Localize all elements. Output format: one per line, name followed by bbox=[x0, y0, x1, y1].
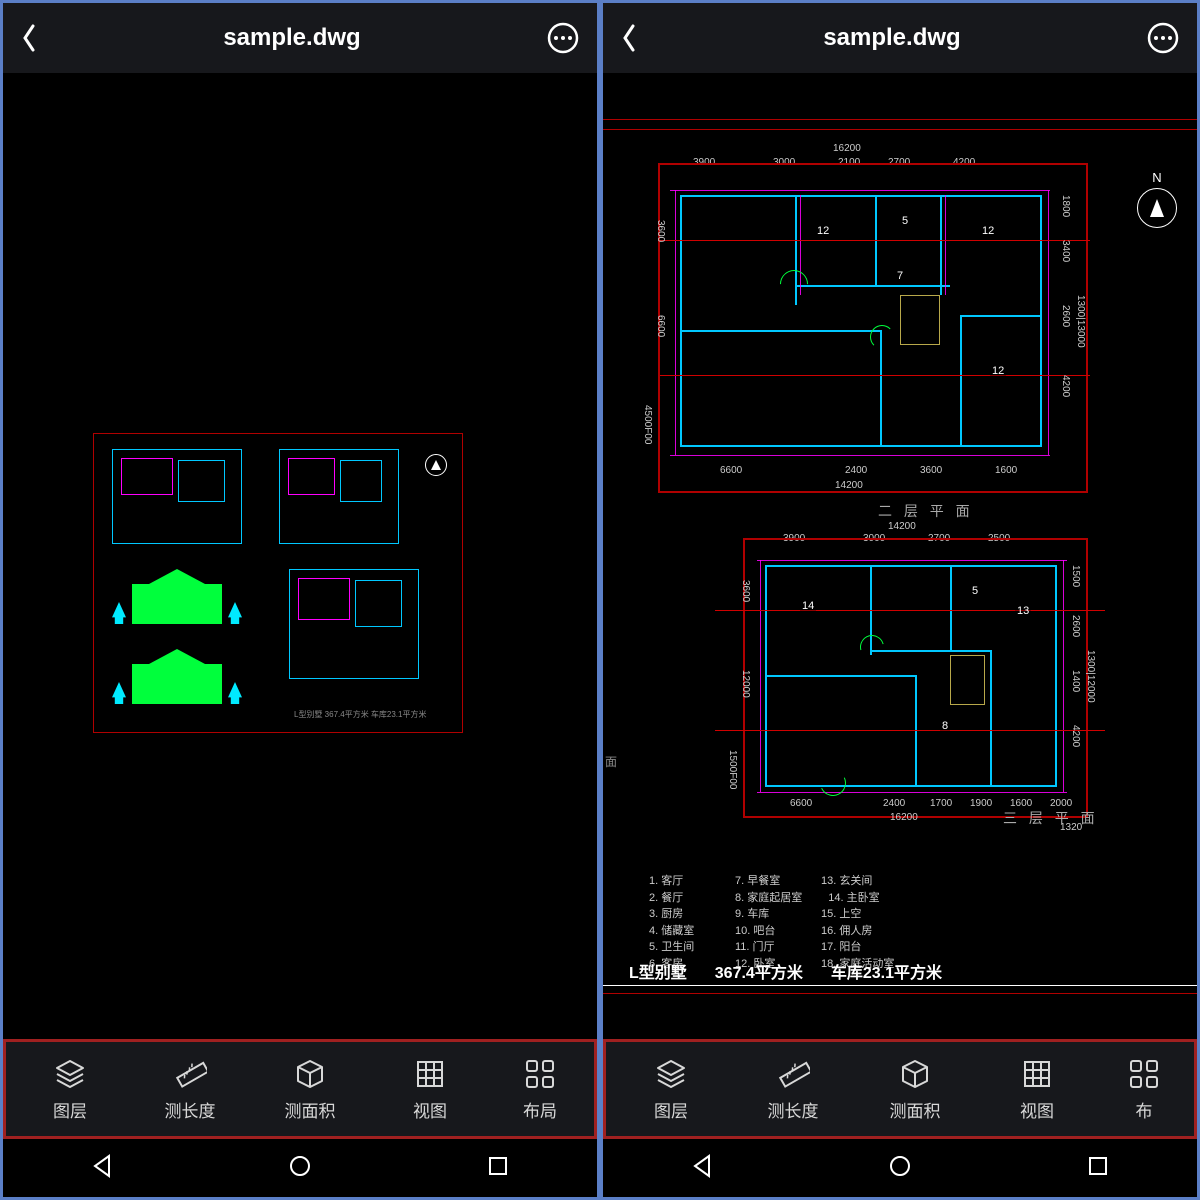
bottom-toolbar: 图层 测长度 测面积 视图 布 bbox=[603, 1039, 1197, 1139]
tool-view[interactable]: 视图 bbox=[1002, 1057, 1072, 1122]
compass: N bbox=[1137, 188, 1177, 228]
nav-back-icon[interactable] bbox=[689, 1153, 715, 1184]
ruler-icon bbox=[173, 1057, 207, 1091]
tool-layers[interactable]: 图层 bbox=[636, 1057, 706, 1122]
tool-measure-area[interactable]: 测面积 bbox=[275, 1057, 345, 1122]
ruler-icon bbox=[776, 1057, 810, 1091]
layout-icon bbox=[523, 1057, 557, 1091]
cube-icon bbox=[898, 1057, 932, 1091]
bottom-toolbar: 图层 测长度 测面积 视图 布局 bbox=[3, 1039, 597, 1139]
android-navbar bbox=[3, 1139, 597, 1197]
tool-view[interactable]: 视图 bbox=[395, 1057, 465, 1122]
tool-measure-length[interactable]: 测长度 bbox=[758, 1057, 828, 1122]
grid-icon bbox=[413, 1057, 447, 1091]
summary-line: L型别墅 367.4平方米 车库23.1平方米 bbox=[629, 959, 942, 983]
back-icon[interactable] bbox=[21, 24, 37, 52]
tool-measure-area[interactable]: 测面积 bbox=[880, 1057, 950, 1122]
back-icon[interactable] bbox=[621, 24, 637, 52]
plan-label-upper: 二 层 平 面 bbox=[878, 501, 974, 521]
nav-home-icon[interactable] bbox=[887, 1153, 913, 1184]
cad-canvas-right[interactable]: 面 N 16200 3900 3000 2100 2700 4200 bbox=[603, 73, 1197, 1039]
nav-back-icon[interactable] bbox=[89, 1153, 115, 1184]
layers-icon bbox=[654, 1057, 688, 1091]
nav-home-icon[interactable] bbox=[287, 1153, 313, 1184]
plan-label-lower: 三 层 平 面 bbox=[1003, 808, 1099, 828]
floor-plan-upper: 12 5 12 12 7 6600 2400 3600 1600 14200 3… bbox=[658, 163, 1088, 493]
edge-text: 面 bbox=[605, 753, 617, 770]
tool-layers[interactable]: 图层 bbox=[35, 1057, 105, 1122]
drawing-thumbnail: L型别墅 367.4平方米 车库23.1平方米 bbox=[93, 433, 463, 733]
cad-canvas-left[interactable]: L型别墅 367.4平方米 车库23.1平方米 bbox=[3, 73, 597, 1039]
more-icon[interactable] bbox=[547, 22, 579, 54]
tool-layout[interactable]: 布 bbox=[1124, 1057, 1164, 1122]
floor-plan-lower: 14 5 13 8 6600 2400 1700 1900 1600 2000 … bbox=[743, 538, 1088, 818]
cube-icon bbox=[293, 1057, 327, 1091]
right-panel: sample.dwg 面 N 16200 3900 3000 2100 2700… bbox=[600, 0, 1200, 1200]
nav-recent-icon[interactable] bbox=[485, 1153, 511, 1184]
page-title: sample.dwg bbox=[823, 24, 960, 52]
tool-layout[interactable]: 布局 bbox=[515, 1057, 565, 1122]
grid-icon bbox=[1020, 1057, 1054, 1091]
room-legend: 1. 客厅7. 早餐室13. 玄关间 2. 餐厅8. 家庭起居室14. 主卧室 … bbox=[649, 873, 894, 972]
page-title: sample.dwg bbox=[223, 24, 360, 52]
header: sample.dwg bbox=[603, 3, 1197, 73]
header: sample.dwg bbox=[3, 3, 597, 73]
tool-measure-length[interactable]: 测长度 bbox=[155, 1057, 225, 1122]
left-panel: sample.dwg L型别墅 367.4平方米 车库23.1平方米 图层 测长… bbox=[0, 0, 600, 1200]
layout-icon bbox=[1127, 1057, 1161, 1091]
more-icon[interactable] bbox=[1147, 22, 1179, 54]
dim-label: 16200 bbox=[833, 143, 861, 154]
nav-recent-icon[interactable] bbox=[1085, 1153, 1111, 1184]
android-navbar bbox=[603, 1139, 1197, 1197]
layers-icon bbox=[53, 1057, 87, 1091]
